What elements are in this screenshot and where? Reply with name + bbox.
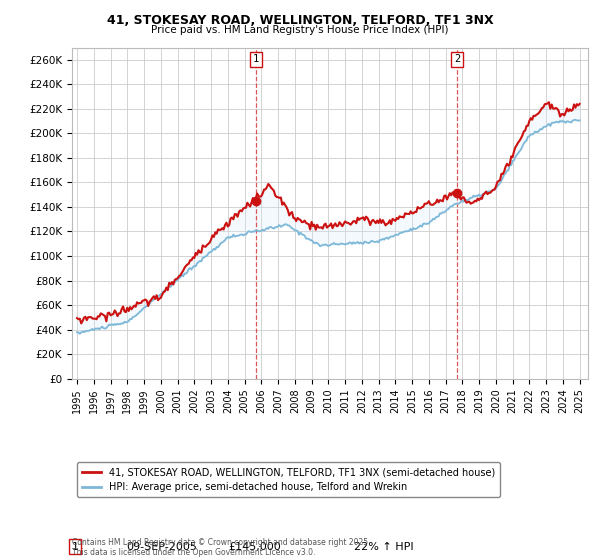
Text: 2: 2	[454, 54, 460, 64]
Legend: 41, STOKESAY ROAD, WELLINGTON, TELFORD, TF1 3NX (semi-detached house), HPI: Aver: 41, STOKESAY ROAD, WELLINGTON, TELFORD, …	[77, 463, 500, 497]
Text: 1: 1	[253, 54, 259, 64]
Text: £145,000: £145,000	[228, 542, 281, 552]
Text: Price paid vs. HM Land Registry's House Price Index (HPI): Price paid vs. HM Land Registry's House …	[151, 25, 449, 35]
Text: 22% ↑ HPI: 22% ↑ HPI	[354, 542, 413, 552]
Text: 09-SEP-2005: 09-SEP-2005	[126, 542, 197, 552]
Text: 41, STOKESAY ROAD, WELLINGTON, TELFORD, TF1 3NX: 41, STOKESAY ROAD, WELLINGTON, TELFORD, …	[107, 14, 493, 27]
Text: 1: 1	[71, 542, 79, 552]
Text: Contains HM Land Registry data © Crown copyright and database right 2025.
This d: Contains HM Land Registry data © Crown c…	[72, 538, 371, 557]
